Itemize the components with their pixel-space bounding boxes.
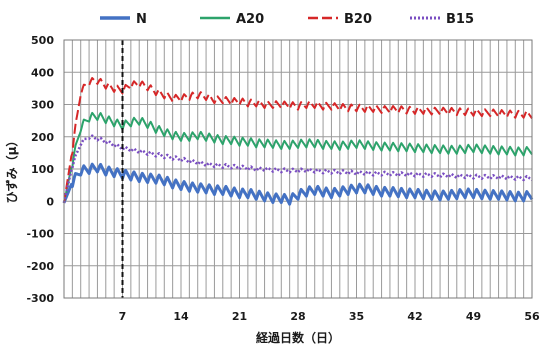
legend-label-a20: A20 <box>236 12 264 27</box>
legend-label-b15: B15 <box>446 12 474 27</box>
series-line-b20 <box>63 77 533 204</box>
series-line-a20 <box>63 111 533 204</box>
x-tick-label: 21 <box>232 310 247 323</box>
y-tick-label: 500 <box>31 34 54 47</box>
series-lines <box>62 40 534 298</box>
grid <box>63 39 533 299</box>
x-tick-label: 7 <box>119 310 127 323</box>
legend-label-n: N <box>136 12 147 27</box>
plot-frame <box>63 39 533 299</box>
x-tick-label: 14 <box>173 310 189 323</box>
series-line-n <box>62 162 534 206</box>
x-tick-label: 35 <box>349 310 364 323</box>
y-tick-label: 200 <box>31 131 54 144</box>
y-tick-label: -200 <box>26 260 54 273</box>
x-tick-label: 28 <box>290 310 305 323</box>
axes: -300 -200 -100 0 100 200 300 400 500 7 14 21 28 35 42 4… <box>26 34 540 323</box>
x-axis-title: 経過日数（日） <box>256 330 340 345</box>
y-tick-label: 100 <box>31 163 54 176</box>
legend: N A20 B20 B15 <box>100 12 474 27</box>
x-tick-label: 49 <box>466 310 481 323</box>
y-tick-label: 300 <box>31 99 54 112</box>
legend-label-b20: B20 <box>344 12 372 27</box>
y-tick-label: 0 <box>46 195 54 208</box>
y-axis-title: ひずみ（μ） <box>4 135 19 204</box>
x-tick-label: 42 <box>407 310 422 323</box>
y-tick-label: -300 <box>26 292 54 305</box>
y-tick-label: 400 <box>31 66 54 79</box>
y-tick-label: -100 <box>26 228 54 241</box>
x-tick-label: 56 <box>524 310 540 323</box>
